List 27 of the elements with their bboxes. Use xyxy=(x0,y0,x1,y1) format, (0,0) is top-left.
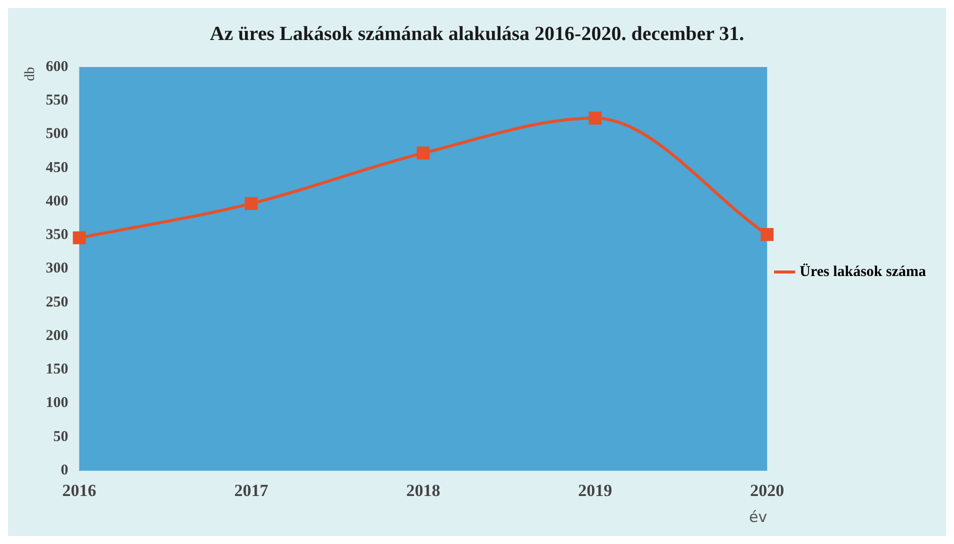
y-tick-label: 300 xyxy=(46,260,68,277)
point xyxy=(244,197,258,210)
y-tick-label: 50 xyxy=(53,428,68,445)
x-axis-title: év xyxy=(748,508,768,526)
legend-label: Üres lakások száma xyxy=(800,262,926,280)
x-tick-label: 2016 xyxy=(62,481,96,500)
x-tick-label: 2019 xyxy=(578,481,612,500)
y-tick-label: 250 xyxy=(46,294,68,310)
y-tick-label: 600 xyxy=(46,58,68,75)
y-axis-title: db xyxy=(23,67,38,81)
y-tick-label: 200 xyxy=(46,328,68,344)
y-tick-label: 400 xyxy=(46,193,68,210)
y-tick-label: 500 xyxy=(46,126,68,142)
point xyxy=(588,112,602,125)
point xyxy=(416,146,430,160)
x-tick-label: 2020 xyxy=(750,481,784,500)
y-tick-label: 350 xyxy=(46,227,68,244)
y-tick-label: 150 xyxy=(46,362,68,378)
x-tick-label: 2018 xyxy=(406,481,440,500)
x-tick-label: 2017 xyxy=(234,481,269,500)
y-tick-label: 100 xyxy=(46,395,68,412)
point xyxy=(760,228,774,241)
chart-title: Az üres Lakások számának alakulása 2016-2020. december 31. xyxy=(210,23,744,46)
y-tick-label: 550 xyxy=(46,92,68,109)
y-tick-label: 450 xyxy=(46,160,68,176)
point xyxy=(72,231,86,244)
y-tick-label: 0 xyxy=(60,462,68,478)
